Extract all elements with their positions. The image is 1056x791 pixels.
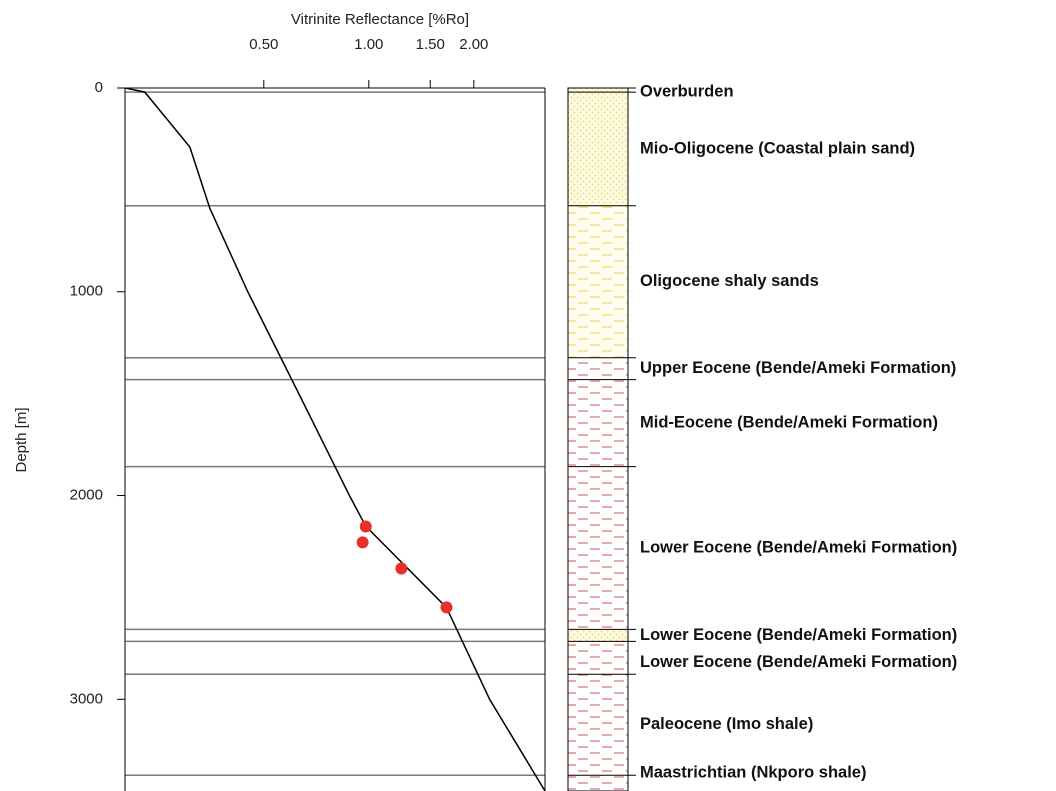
x-tick-label: 1.50 (416, 36, 445, 53)
chart: Vitrinite Reflectance [%Ro] Depth [m] Ov… (0, 0, 1056, 791)
y-axis-title: Depth [m] (13, 407, 30, 472)
formation-label: Maastrichtian (Nkporo shale) (640, 763, 866, 781)
y-tick-label: 1000 (70, 283, 103, 300)
formation-block (568, 88, 628, 92)
ro-sample (360, 521, 372, 533)
formation-label: Upper Eocene (Bende/Ameki Formation) (640, 359, 956, 377)
x-tick-label: 1.00 (354, 36, 383, 53)
formation-block (568, 467, 628, 630)
x-axis-title: Vitrinite Reflectance [%Ro] (291, 11, 469, 28)
formation-block (568, 380, 628, 467)
y-tick-label: 3000 (70, 690, 103, 707)
formation-block (568, 775, 628, 791)
ro-sample (357, 536, 369, 548)
ro-sample (395, 562, 407, 574)
formation-label: Mid-Eocene (Bende/Ameki Formation) (640, 413, 938, 431)
x-tick-label: 2.00 (459, 36, 488, 53)
formation-block (568, 674, 628, 775)
formation-block (568, 358, 628, 380)
y-tick-label: 0 (95, 79, 103, 96)
formation-label: Overburden (640, 82, 734, 100)
formation-label: Lower Eocene (Bende/Ameki Formation) (640, 538, 957, 556)
formation-label: Oligocene shaly sands (640, 272, 819, 290)
formation-block (568, 629, 628, 641)
ro-curve (125, 88, 545, 791)
formation-block (568, 206, 628, 358)
x-tick-label: 0.50 (249, 36, 278, 53)
formation-label: Lower Eocene (Bende/Ameki Formation) (640, 653, 957, 671)
formation-label: Paleocene (Imo shale) (640, 715, 813, 733)
y-tick-label: 2000 (70, 487, 103, 504)
formation-label: Mio-Oligocene (Coastal plain sand) (640, 139, 915, 157)
formation-block (568, 641, 628, 674)
formation-block (568, 92, 628, 206)
ro-sample (440, 601, 452, 613)
formation-label: Lower Eocene (Bende/Ameki Formation) (640, 626, 957, 644)
